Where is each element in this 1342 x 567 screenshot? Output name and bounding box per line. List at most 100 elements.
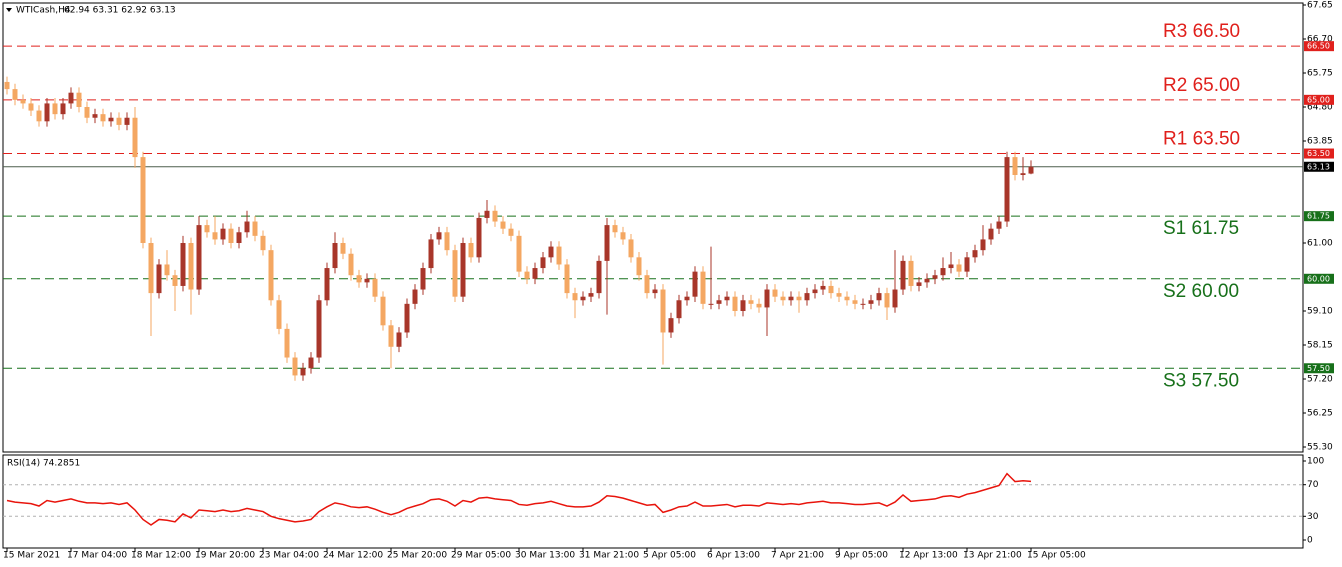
x-tick-label: 30 Mar 13:00: [515, 551, 575, 561]
rsi-y-tick-label: 70: [1307, 480, 1319, 490]
y-tick-label: 56.25: [1307, 409, 1333, 419]
candle-body: [956, 264, 962, 272]
candle-body: [180, 243, 186, 286]
candle-body: [476, 217, 482, 258]
candle-body: [756, 303, 762, 308]
rsi-title: RSI(14) 74.2851: [7, 459, 80, 469]
chart-title: WTICash,H4: [16, 6, 71, 16]
candle-body: [588, 293, 594, 297]
candle-body: [492, 210, 498, 222]
candle-body: [444, 232, 450, 251]
candle-body: [692, 271, 698, 297]
candle-body: [604, 225, 610, 261]
candle-body: [884, 293, 890, 308]
level-label: R1 63.50: [1163, 129, 1240, 150]
candle-body: [732, 296, 738, 311]
candle-body: [580, 296, 586, 301]
y-tick-label: 58.15: [1307, 341, 1333, 351]
rsi-y-tick-label: 0: [1307, 536, 1313, 546]
candle-body: [892, 289, 898, 308]
candle-body: [340, 243, 346, 254]
candle-body: [84, 107, 90, 118]
y-tick-label: 66.70: [1307, 35, 1333, 45]
x-tick-label: 12 Apr 13:00: [899, 551, 958, 561]
candle-body: [60, 103, 66, 115]
level-label: S1 61.75: [1163, 218, 1239, 239]
candle-body: [788, 296, 794, 301]
y-tick-label: 55.30: [1307, 443, 1333, 453]
candle-body: [676, 300, 682, 319]
candle-body: [548, 246, 554, 258]
candle-body: [980, 239, 986, 251]
level-label: S2 60.00: [1163, 281, 1239, 302]
level-badge-label: 65.00: [1307, 95, 1330, 104]
level-badge: [1304, 94, 1334, 105]
y-tick-label: 61.00: [1307, 239, 1333, 249]
level-label: R2 65.00: [1163, 75, 1240, 96]
candle-body: [900, 260, 906, 290]
candle-body: [4, 81, 10, 90]
y-tick-label: 57.20: [1307, 375, 1333, 385]
level-label: R3 66.50: [1163, 21, 1240, 42]
candle-body: [244, 221, 250, 233]
candle-body: [644, 275, 650, 294]
candle-body: [948, 264, 954, 269]
candle-body: [20, 99, 26, 104]
candle-body: [452, 250, 458, 297]
level-badge-label: 63.50: [1307, 149, 1330, 158]
x-tick-label: 31 Mar 21:00: [579, 551, 639, 561]
candle-body: [300, 368, 306, 376]
candle-body: [652, 289, 658, 294]
y-tick-label: 67.65: [1307, 1, 1333, 11]
y-tick-label: 64.80: [1307, 103, 1333, 113]
candle-body: [668, 318, 674, 333]
candle-body: [740, 300, 746, 311]
candle-body: [68, 92, 74, 104]
candle-body: [908, 260, 914, 286]
candle-body: [564, 264, 570, 294]
level-badge: [1304, 211, 1334, 222]
candle-body: [700, 271, 706, 304]
candle-body: [860, 303, 866, 305]
main-panel: [2, 2, 1304, 453]
candle-body: [76, 92, 82, 107]
x-tick-label: 24 Mar 12:00: [323, 551, 383, 561]
candle-body: [532, 268, 538, 279]
candle-body: [380, 296, 386, 326]
candle-body: [316, 300, 322, 358]
candle-body: [332, 243, 338, 269]
x-tick-label: 15 Apr 05:00: [1027, 551, 1086, 561]
candle-body: [396, 332, 402, 347]
candle-body: [636, 257, 642, 276]
candle-body: [276, 300, 282, 329]
candle-body: [524, 271, 530, 279]
level-badge: [1304, 363, 1334, 374]
rsi-line: [6, 472, 1032, 526]
candle-body: [716, 300, 722, 304]
x-tick-label: 7 Apr 21:00: [771, 551, 824, 561]
x-tick-label: 13 Apr 21:00: [963, 551, 1022, 561]
candle-body: [364, 278, 370, 283]
candle-body: [108, 117, 114, 122]
x-tick-label: 6 Apr 13:00: [707, 551, 760, 561]
candle-body: [804, 293, 810, 301]
candle-body: [764, 289, 770, 308]
candle-body: [556, 246, 562, 265]
candle-body: [628, 239, 634, 258]
rsi-y-tick-label: 30: [1307, 512, 1319, 522]
candle-body: [404, 303, 410, 333]
candle-body: [116, 117, 122, 125]
candle-body: [540, 257, 546, 269]
candle-body: [100, 114, 106, 122]
candle-body: [164, 264, 170, 276]
candle-body: [468, 243, 474, 258]
candle-body: [612, 225, 618, 233]
level-badge-label: 61.75: [1307, 212, 1330, 221]
candle-body: [820, 285, 826, 290]
candle-body: [620, 232, 626, 240]
candle-body: [964, 257, 970, 272]
candle-body: [436, 232, 442, 240]
candle-body: [460, 243, 466, 297]
candle-body: [28, 103, 34, 111]
